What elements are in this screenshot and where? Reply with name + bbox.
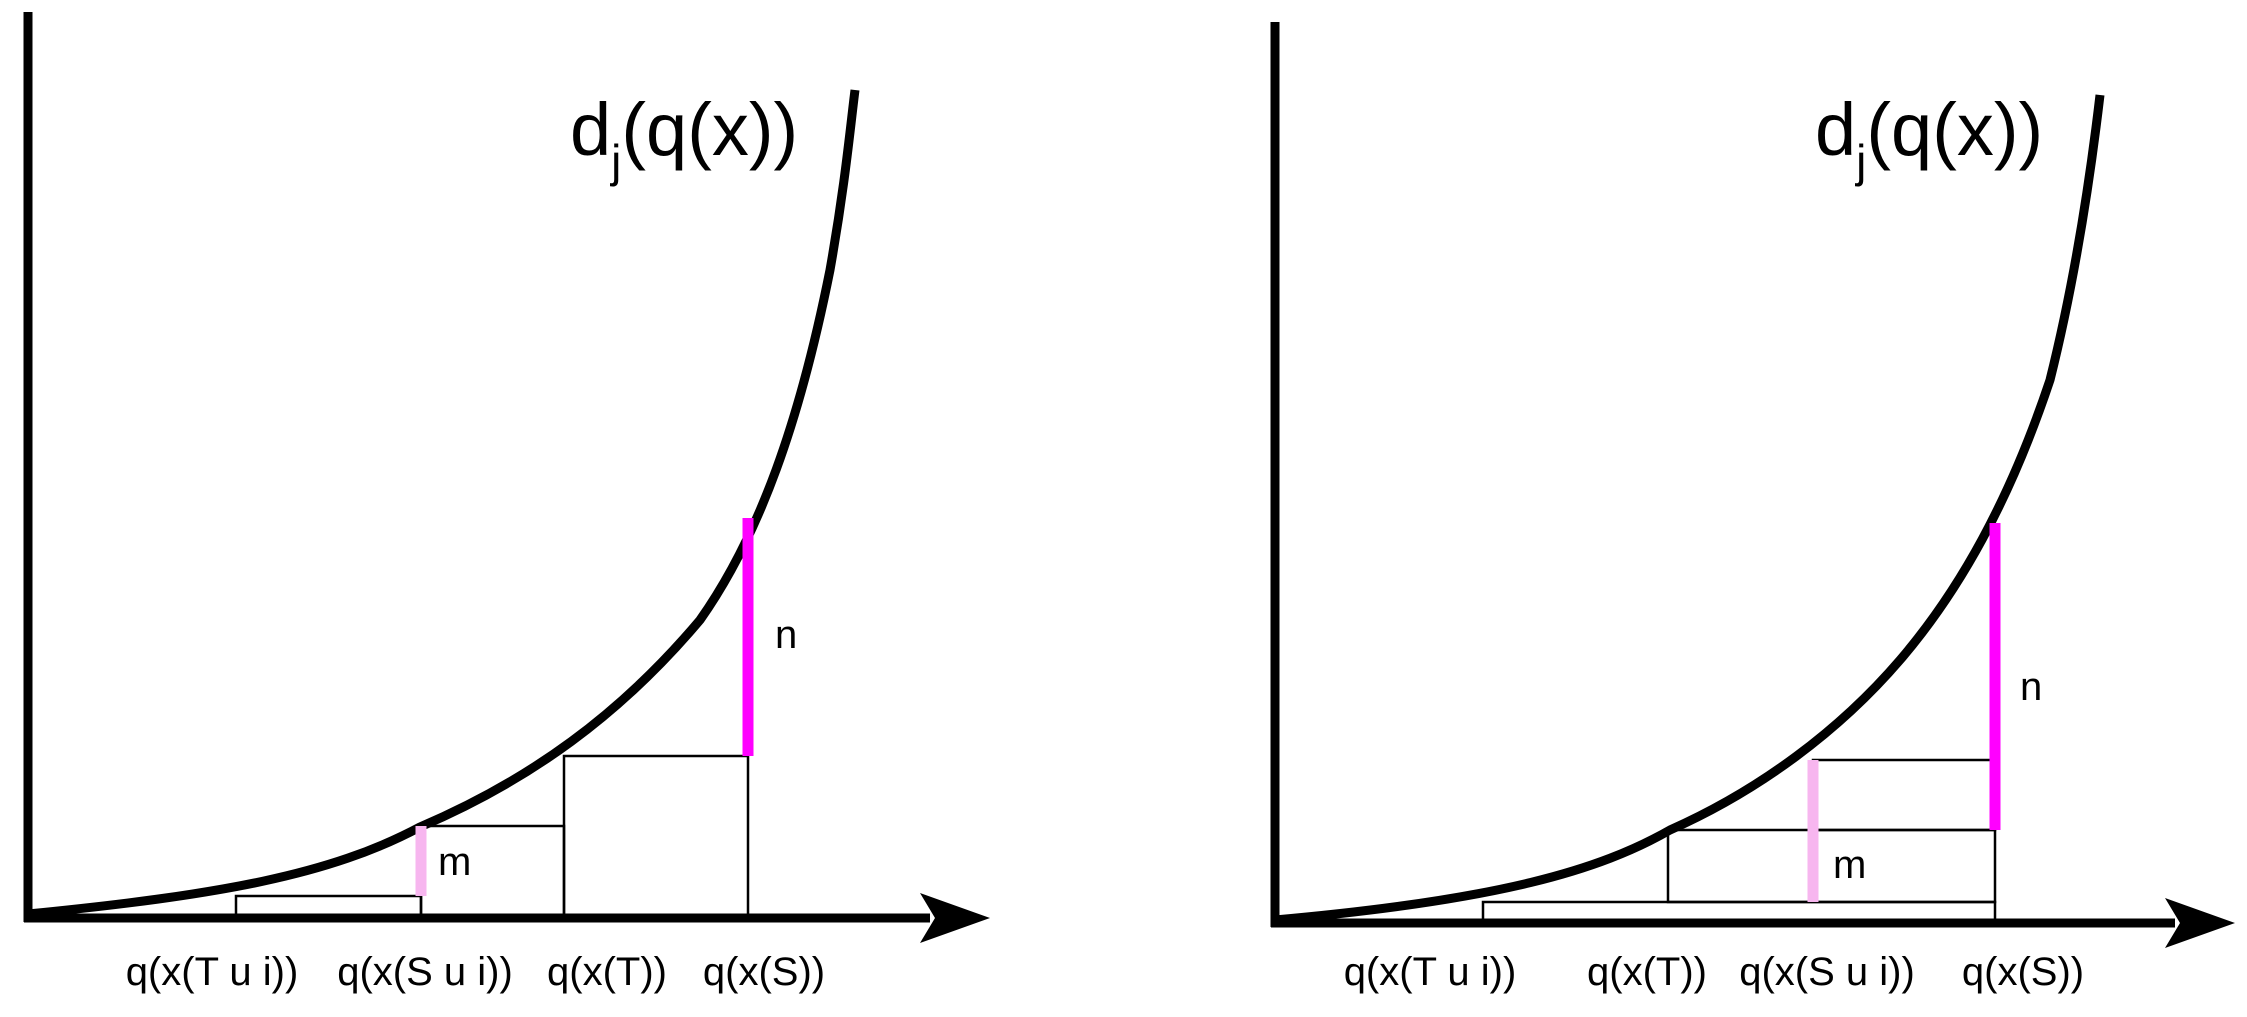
right-box-3	[1811, 758, 1997, 832]
left-box-3	[562, 754, 750, 920]
right-bar-label-m: m	[1833, 843, 1866, 887]
right-panel: n m dj(q(x)) q(x(T u i)) q(x(T)) q(x(S u…	[1270, 22, 2235, 994]
right-function-label: dj(q(x))	[1815, 88, 2043, 187]
left-function-label: dj(q(x))	[570, 88, 798, 187]
right-x-axis-arrowhead	[2165, 898, 2235, 948]
left-bar-label-n: n	[775, 613, 797, 657]
left-bar-label-m: m	[438, 840, 471, 884]
right-tick-label-1: q(x(T u i))	[1344, 950, 1517, 994]
right-bar-label-n: n	[2020, 665, 2042, 709]
left-tick-label-1: q(x(T u i))	[126, 950, 299, 994]
left-tick-label-3: q(x(T))	[547, 950, 667, 994]
right-tick-label-2: q(x(T))	[1587, 950, 1707, 994]
right-tick-label-4: q(x(S))	[1962, 950, 2084, 994]
left-panel: n m dj(q(x)) q(x(T u i)) q(x(S u i)) q(x…	[23, 12, 990, 994]
right-box-2	[1666, 828, 1997, 904]
left-curve	[27, 89, 860, 919]
right-tick-label-3: q(x(S u i))	[1739, 950, 1915, 994]
left-tick-label-2: q(x(S u i))	[337, 950, 513, 994]
left-x-axis-arrowhead	[920, 893, 990, 943]
right-curve	[1274, 94, 2105, 925]
left-tick-label-4: q(x(S))	[703, 950, 825, 994]
